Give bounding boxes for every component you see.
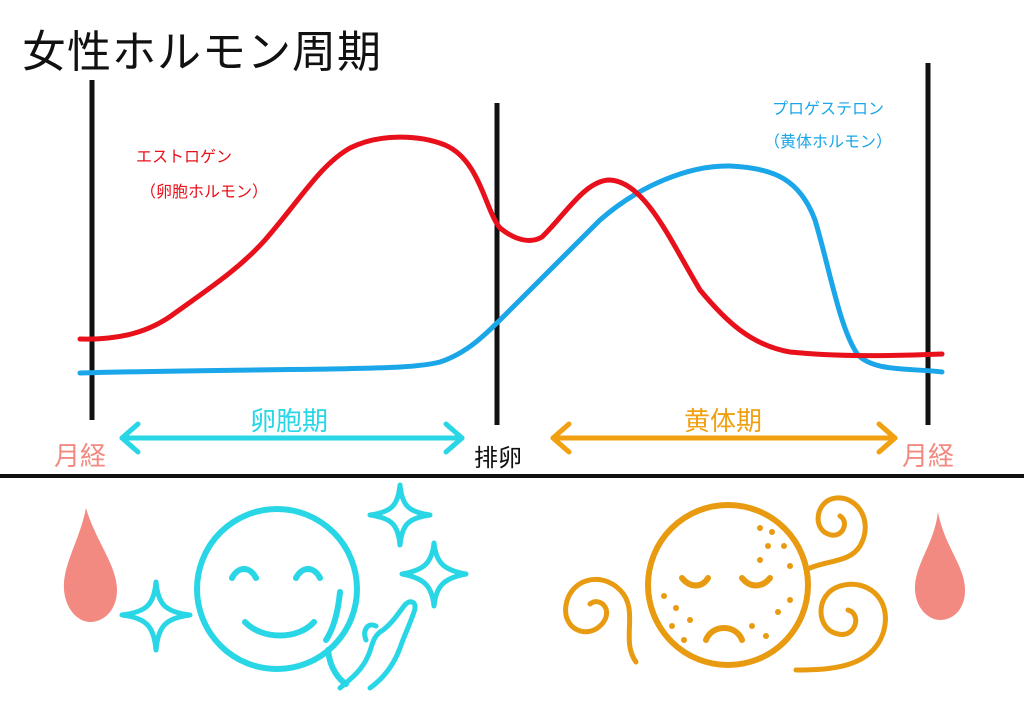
estrogen-name-label: エストロゲン [136,147,233,166]
progesterone-sub-label: （黄体ホルモン） [764,132,893,151]
progesterone-curve [77,163,945,376]
luteal-arrow [550,421,898,455]
swirl-icon [793,581,888,673]
hand-icon [337,599,418,691]
swirl-icon [807,495,868,571]
blood-drop-icon [914,512,966,620]
luteal-phase-label: 黄体期 [684,407,763,437]
menstruation-label-left: 月経 [54,442,107,472]
smiling-face-icon [194,506,360,687]
sparkle-icon [367,482,433,548]
page-title: 女性ホルモン周期 [22,27,382,78]
swirl-icon [563,576,639,665]
ovulation-label: 排卵 [474,444,522,472]
menstruation-label-right: 月経 [902,442,955,472]
follicular-phase-label: 卵胞期 [250,407,329,437]
progesterone-name-label: プロゲステロン [772,99,885,118]
blood-drop-icon [63,508,117,622]
sparkle-icon [119,579,193,653]
estrogen-sub-label: （卵胞ホルモン） [140,182,269,201]
estrogen-curve [77,134,945,359]
tired-face-spots [661,525,793,643]
follicular-arrow [119,421,465,455]
tired-face-icon [645,502,811,668]
sparkle-icon [399,540,469,609]
